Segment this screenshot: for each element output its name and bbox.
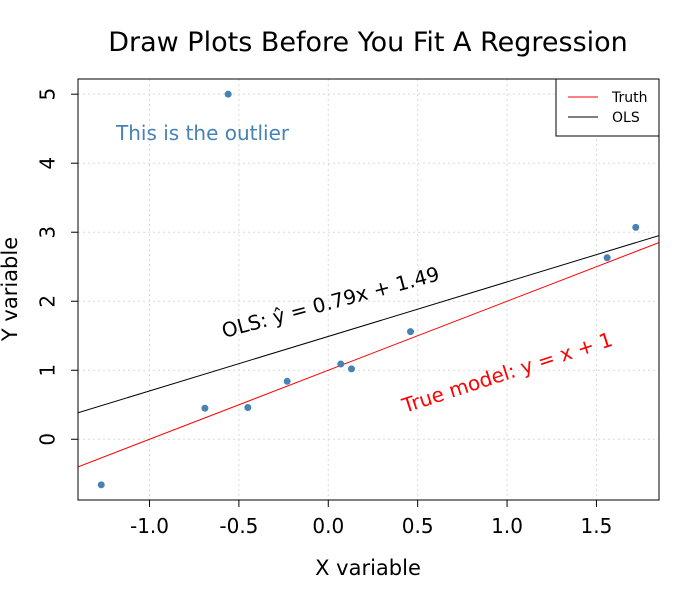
legend-truth-label: Truth — [611, 90, 648, 106]
y-tick-label: 2 — [36, 295, 60, 308]
regression-lines — [78, 235, 659, 468]
y-tick-label: 4 — [36, 157, 60, 170]
x-axis: -1.0 -0.5 0.0 0.5 1.0 1.5 — [130, 500, 612, 538]
data-point — [632, 223, 640, 231]
truth-line — [78, 242, 659, 468]
data-point — [224, 90, 232, 98]
y-axis: 0 1 2 3 4 5 — [36, 88, 78, 446]
grid — [78, 79, 659, 500]
x-tick-label: -1.0 — [130, 514, 169, 538]
x-tick-label: 0.5 — [402, 514, 434, 538]
y-tick-label: 3 — [36, 226, 60, 239]
x-tick-label: -0.5 — [219, 514, 258, 538]
y-axis-label: Y variable — [0, 237, 22, 342]
x-tick-label: 1.0 — [491, 514, 523, 538]
data-point — [407, 328, 415, 336]
data-point — [603, 254, 611, 262]
legend-box — [555, 78, 660, 137]
y-tick-label: 1 — [36, 364, 60, 377]
x-tick-label: 1.5 — [581, 514, 613, 538]
legend-ols-label: OLS — [612, 110, 640, 126]
y-tick-label: 5 — [36, 88, 60, 101]
chart-title: Draw Plots Before You Fit A Regression — [108, 27, 628, 58]
y-tick-label: 0 — [36, 433, 60, 446]
plot-border — [77, 78, 660, 501]
data-point — [97, 481, 105, 489]
x-axis-label: X variable — [315, 556, 421, 580]
data-point — [337, 360, 345, 368]
data-point — [283, 377, 291, 385]
ols-line — [78, 235, 659, 414]
data-points — [97, 90, 640, 489]
x-tick-label: 0.0 — [312, 514, 344, 538]
outlier-annotation: This is the outlier — [115, 121, 290, 145]
data-point — [244, 404, 252, 412]
data-point — [348, 365, 356, 373]
data-point — [201, 404, 209, 412]
legend: Truth OLS — [555, 78, 660, 137]
